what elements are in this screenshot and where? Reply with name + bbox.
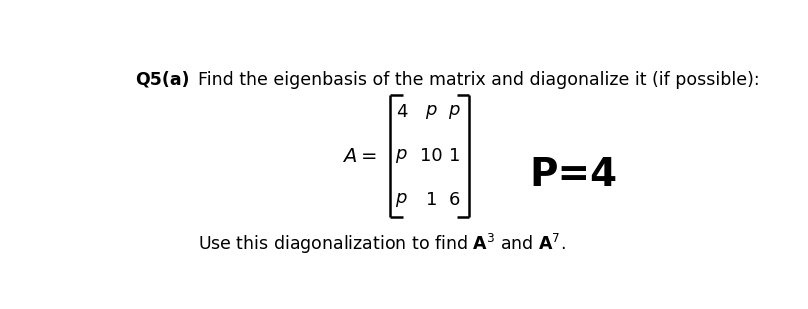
- Text: $p$: $p$: [425, 103, 438, 121]
- Text: Q5(a): Q5(a): [136, 71, 190, 89]
- Text: $A =$: $A =$: [342, 146, 377, 166]
- Text: 1: 1: [449, 147, 461, 165]
- Text: P=4: P=4: [530, 156, 618, 194]
- Text: Find the eigenbasis of the matrix and diagonalize it (if possible):: Find the eigenbasis of the matrix and di…: [198, 71, 760, 89]
- Text: $p$: $p$: [395, 191, 408, 209]
- Text: 1: 1: [426, 191, 437, 209]
- Text: 4: 4: [396, 103, 407, 121]
- Text: $p$: $p$: [448, 103, 461, 121]
- Text: $p$: $p$: [395, 147, 408, 165]
- Text: Use this diagonalization to find $\mathbf{A}^3$ and $\mathbf{A}^7$.: Use this diagonalization to find $\mathb…: [198, 232, 566, 256]
- Text: 10: 10: [420, 147, 443, 165]
- Text: 6: 6: [449, 191, 461, 209]
